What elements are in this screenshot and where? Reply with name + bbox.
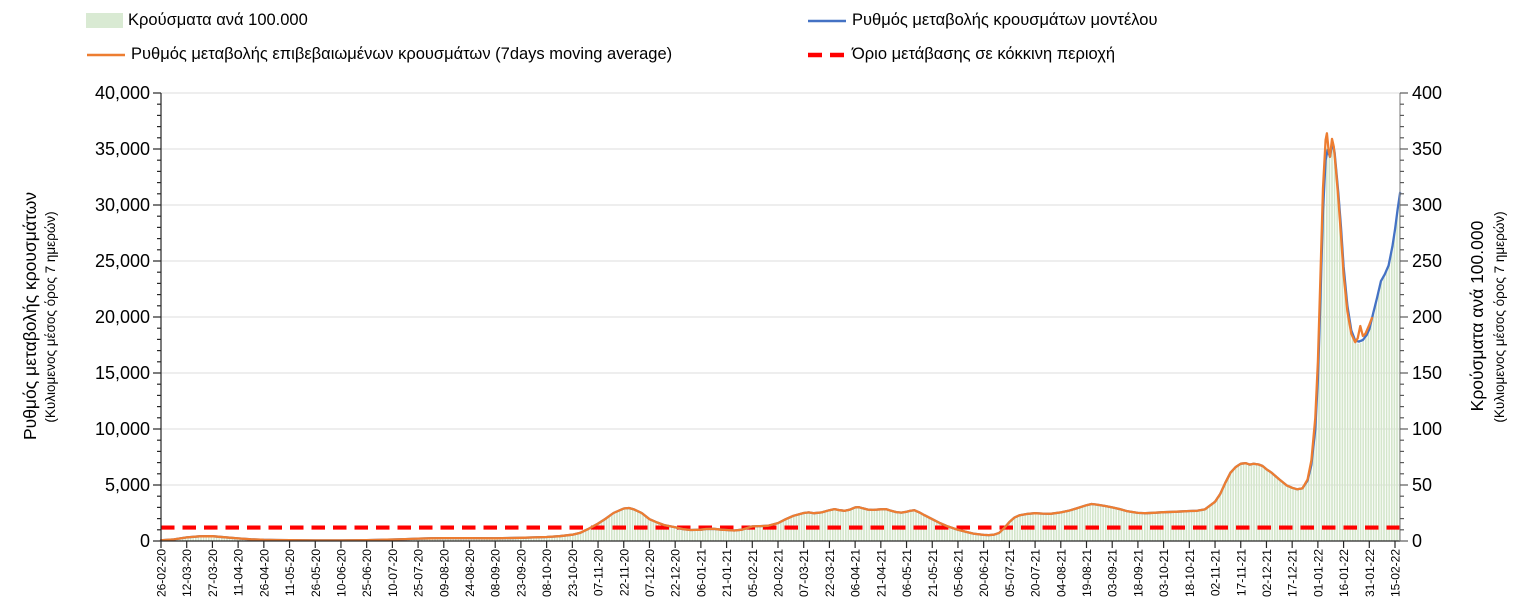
x-tick-label: 21-05-21 (926, 549, 940, 597)
right-tick-label: 0 (1412, 531, 1422, 551)
left-tick-label: 40,000 (95, 83, 150, 103)
x-tick-label: 05-06-21 (951, 549, 965, 597)
x-tick-label: 17-11-21 (1234, 549, 1248, 596)
x-tick-label: 15-02-22 (1389, 549, 1403, 597)
legend-label: Κρούσματα ανά 100.000 (128, 11, 308, 29)
right-tick-label: 400 (1412, 83, 1442, 103)
x-tick-label: 12-03-20 (180, 549, 194, 597)
right-axis-subtitle: (Κυλιομενος μέσος όρος 7 ημερών) (1492, 211, 1507, 423)
x-tick-label: 05-07-21 (1003, 549, 1017, 597)
x-tick-label: 18-09-21 (1131, 549, 1145, 597)
legend-item-cases-per-100k: Κρούσματα ανά 100.000 (86, 11, 308, 30)
x-tick-label: 07-03-21 (797, 549, 811, 597)
line-swatch-icon (87, 53, 125, 56)
x-tick-label: 03-10-21 (1157, 549, 1171, 597)
left-tick-label: 0 (140, 531, 150, 551)
x-tick-label: 31-01-22 (1363, 549, 1377, 597)
model-rate-line (159, 141, 1402, 542)
x-tick-label: 20-07-21 (1029, 549, 1043, 597)
x-tick-label: 06-04-21 (849, 549, 863, 597)
x-tick-label: 22-03-21 (823, 549, 837, 597)
x-tick-label: 26-04-20 (257, 549, 271, 597)
left-axis-title: Ρυθμός μεταβολής κρουσμάτων (20, 191, 40, 441)
x-tick-label: 10-07-20 (386, 549, 400, 597)
x-tick-label: 21-04-21 (874, 549, 888, 597)
left-axis-subtitle: (Κυλιομενος μέσος όρος 7 ημερών) (43, 211, 58, 423)
left-tick-label: 25,000 (95, 251, 150, 271)
x-tick-label: 11-05-20 (283, 549, 297, 596)
x-tick-label: 25-06-20 (360, 549, 374, 597)
x-tick-label: 20-02-21 (772, 549, 786, 597)
x-tick-label: 04-08-21 (1054, 549, 1068, 597)
legend-item-model-rate: Ρυθμός μεταβολής κρουσμάτων μοντέλου (807, 11, 1158, 30)
x-tick-label: 22-11-20 (617, 549, 631, 596)
x-tick-label: 05-02-21 (746, 549, 760, 597)
x-tick-label: 07-11-20 (592, 549, 606, 596)
left-tick-label: 5,000 (105, 475, 150, 495)
dashed-line-swatch-icon (808, 52, 847, 57)
legend-item-red-threshold: Όριο μετάβασης σε κόκκινη περιοχή (807, 45, 1115, 64)
x-tick-label: 25-07-20 (412, 549, 426, 597)
right-tick-label: 200 (1412, 307, 1442, 327)
line-swatch-icon (808, 19, 846, 22)
x-tick-label: 18-10-21 (1183, 549, 1197, 597)
left-tick-label: 20,000 (95, 307, 150, 327)
left-tick-label: 35,000 (95, 139, 150, 159)
x-tick-label: 24-08-20 (463, 549, 477, 597)
right-tick-label: 250 (1412, 251, 1442, 271)
cases-per-100k-area (161, 146, 1401, 542)
x-tick-label: 08-10-20 (540, 549, 554, 597)
legend-label: Ρυθμός μεταβολής επιβεβαιωμένων κρουσμάτ… (131, 45, 673, 63)
x-tick-label: 02-12-21 (1260, 549, 1274, 597)
x-tick-label: 07-12-20 (643, 549, 657, 597)
left-tick-label: 15,000 (95, 363, 150, 383)
legend-item-confirmed-rate: Ρυθμός μεταβολής επιβεβαιωμένων κρουσμάτ… (86, 45, 672, 64)
legend-label: Ρυθμός μεταβολής κρουσμάτων μοντέλου (852, 11, 1158, 29)
x-tick-label: 20-06-21 (977, 549, 991, 597)
area-swatch-icon (86, 13, 123, 28)
legend-label: Όριο μετάβασης σε κόκκινη περιοχή (852, 45, 1116, 63)
x-tick-label: 09-08-20 (437, 549, 451, 597)
confirmed-rate-line (159, 132, 1374, 542)
right-tick-label: 350 (1412, 139, 1442, 159)
right-tick-label: 150 (1412, 363, 1442, 383)
right-tick-label: 100 (1412, 419, 1442, 439)
x-tick-label: 11-04-20 (232, 549, 246, 596)
x-tick-label: 06-05-21 (900, 549, 914, 597)
right-axis-title: Κρούσματα ανά 100.000 (1467, 220, 1487, 412)
x-tick-label: 17-12-21 (1286, 549, 1300, 597)
x-tick-label: 21-01-21 (720, 549, 734, 597)
right-tick-label: 300 (1412, 195, 1442, 215)
x-tick-label: 27-03-20 (206, 549, 220, 597)
x-tick-label: 10-06-20 (334, 549, 348, 597)
right-tick-label: 50 (1412, 475, 1432, 495)
x-tick-label: 06-01-21 (694, 549, 708, 597)
x-tick-label: 02-11-21 (1209, 549, 1223, 596)
x-tick-label: 16-01-22 (1337, 549, 1351, 597)
x-tick-label: 26-05-20 (309, 549, 323, 597)
x-tick-label: 23-09-20 (514, 549, 528, 597)
x-tick-label: 08-09-20 (489, 549, 503, 597)
x-tick-label: 26-02-20 (155, 549, 169, 597)
x-tick-label: 19-08-21 (1080, 549, 1094, 597)
x-tick-label: 23-10-20 (566, 549, 580, 597)
left-tick-label: 30,000 (95, 195, 150, 215)
x-tick-label: 03-09-21 (1106, 549, 1120, 597)
x-tick-label: 01-01-22 (1311, 549, 1325, 597)
left-tick-label: 10,000 (95, 419, 150, 439)
x-tick-label: 22-12-20 (669, 549, 683, 597)
